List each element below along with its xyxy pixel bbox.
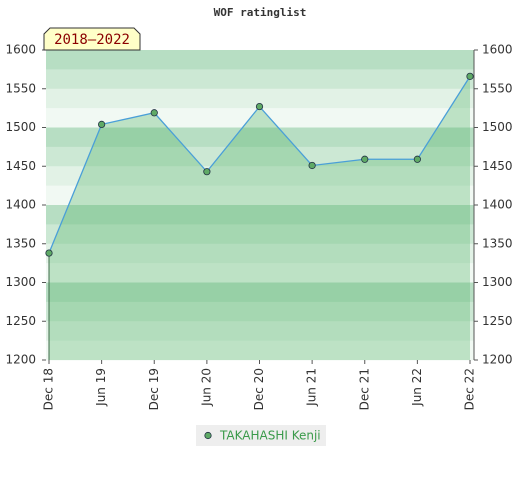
y2-tick-label: 1550 — [482, 81, 513, 95]
y-tick-label: 1400 — [5, 198, 36, 212]
x-tick-label: Jun 20 — [199, 368, 213, 407]
y-tick-label: 1250 — [5, 314, 36, 328]
point — [466, 72, 474, 80]
x-tick-label: Jun 22 — [410, 368, 424, 407]
background-band — [46, 69, 474, 90]
background-band — [46, 205, 474, 225]
background-band — [46, 282, 474, 303]
x-tick-label: Jun 21 — [305, 368, 319, 407]
y-tick-label: 1450 — [5, 159, 36, 173]
y2-tick-label: 1400 — [482, 198, 513, 212]
background-band — [46, 321, 474, 342]
x-tick-label: Dec 19 — [147, 368, 161, 410]
background-band — [46, 340, 474, 361]
y2-tick-label: 1250 — [482, 314, 513, 328]
legend-marker — [204, 431, 212, 440]
background-band — [46, 50, 474, 70]
y2-tick-label: 1500 — [482, 120, 513, 134]
y2-tick-label: 1450 — [482, 159, 513, 173]
background-band — [46, 185, 474, 206]
y-tick-label: 1550 — [5, 81, 36, 95]
legend-box — [196, 425, 326, 446]
background-band — [46, 88, 474, 109]
background-band — [46, 224, 474, 245]
annotation-box — [43, 27, 141, 51]
point — [413, 155, 421, 163]
x-tick-label: Dec 20 — [252, 368, 266, 410]
x-tick-label: Dec 22 — [463, 368, 477, 410]
chart-title: WOF ratinglist — [214, 6, 307, 19]
background-band — [46, 243, 474, 264]
x-tick-label: Jun 19 — [94, 368, 108, 407]
x-tick-label: Dec 18 — [42, 368, 56, 410]
y-tick-label: 1200 — [5, 353, 36, 367]
point — [150, 109, 158, 117]
background-band — [46, 127, 474, 148]
y-tick-label: 1300 — [5, 275, 36, 289]
annotation: 2018–2022 — [54, 32, 130, 48]
x-tick-label: Dec 21 — [357, 368, 371, 410]
point — [203, 168, 211, 176]
background-band — [46, 166, 474, 187]
y-tick-label: 1600 — [5, 43, 36, 57]
y2-tick-label: 1350 — [482, 236, 513, 250]
legend-label: TAKAHASHI Kenji — [219, 429, 321, 443]
background-band — [46, 263, 474, 283]
background-band — [46, 301, 474, 322]
y-tick-label: 1350 — [5, 236, 36, 250]
area — [49, 76, 470, 360]
y2-tick-label: 1600 — [482, 43, 513, 57]
y-tick-label: 1500 — [5, 120, 36, 134]
point — [361, 155, 369, 163]
point — [98, 120, 106, 129]
point — [308, 161, 316, 170]
y2-tick-label: 1300 — [482, 275, 513, 289]
point — [255, 102, 264, 111]
point — [45, 249, 53, 257]
y2-tick-label: 1200 — [482, 353, 513, 367]
